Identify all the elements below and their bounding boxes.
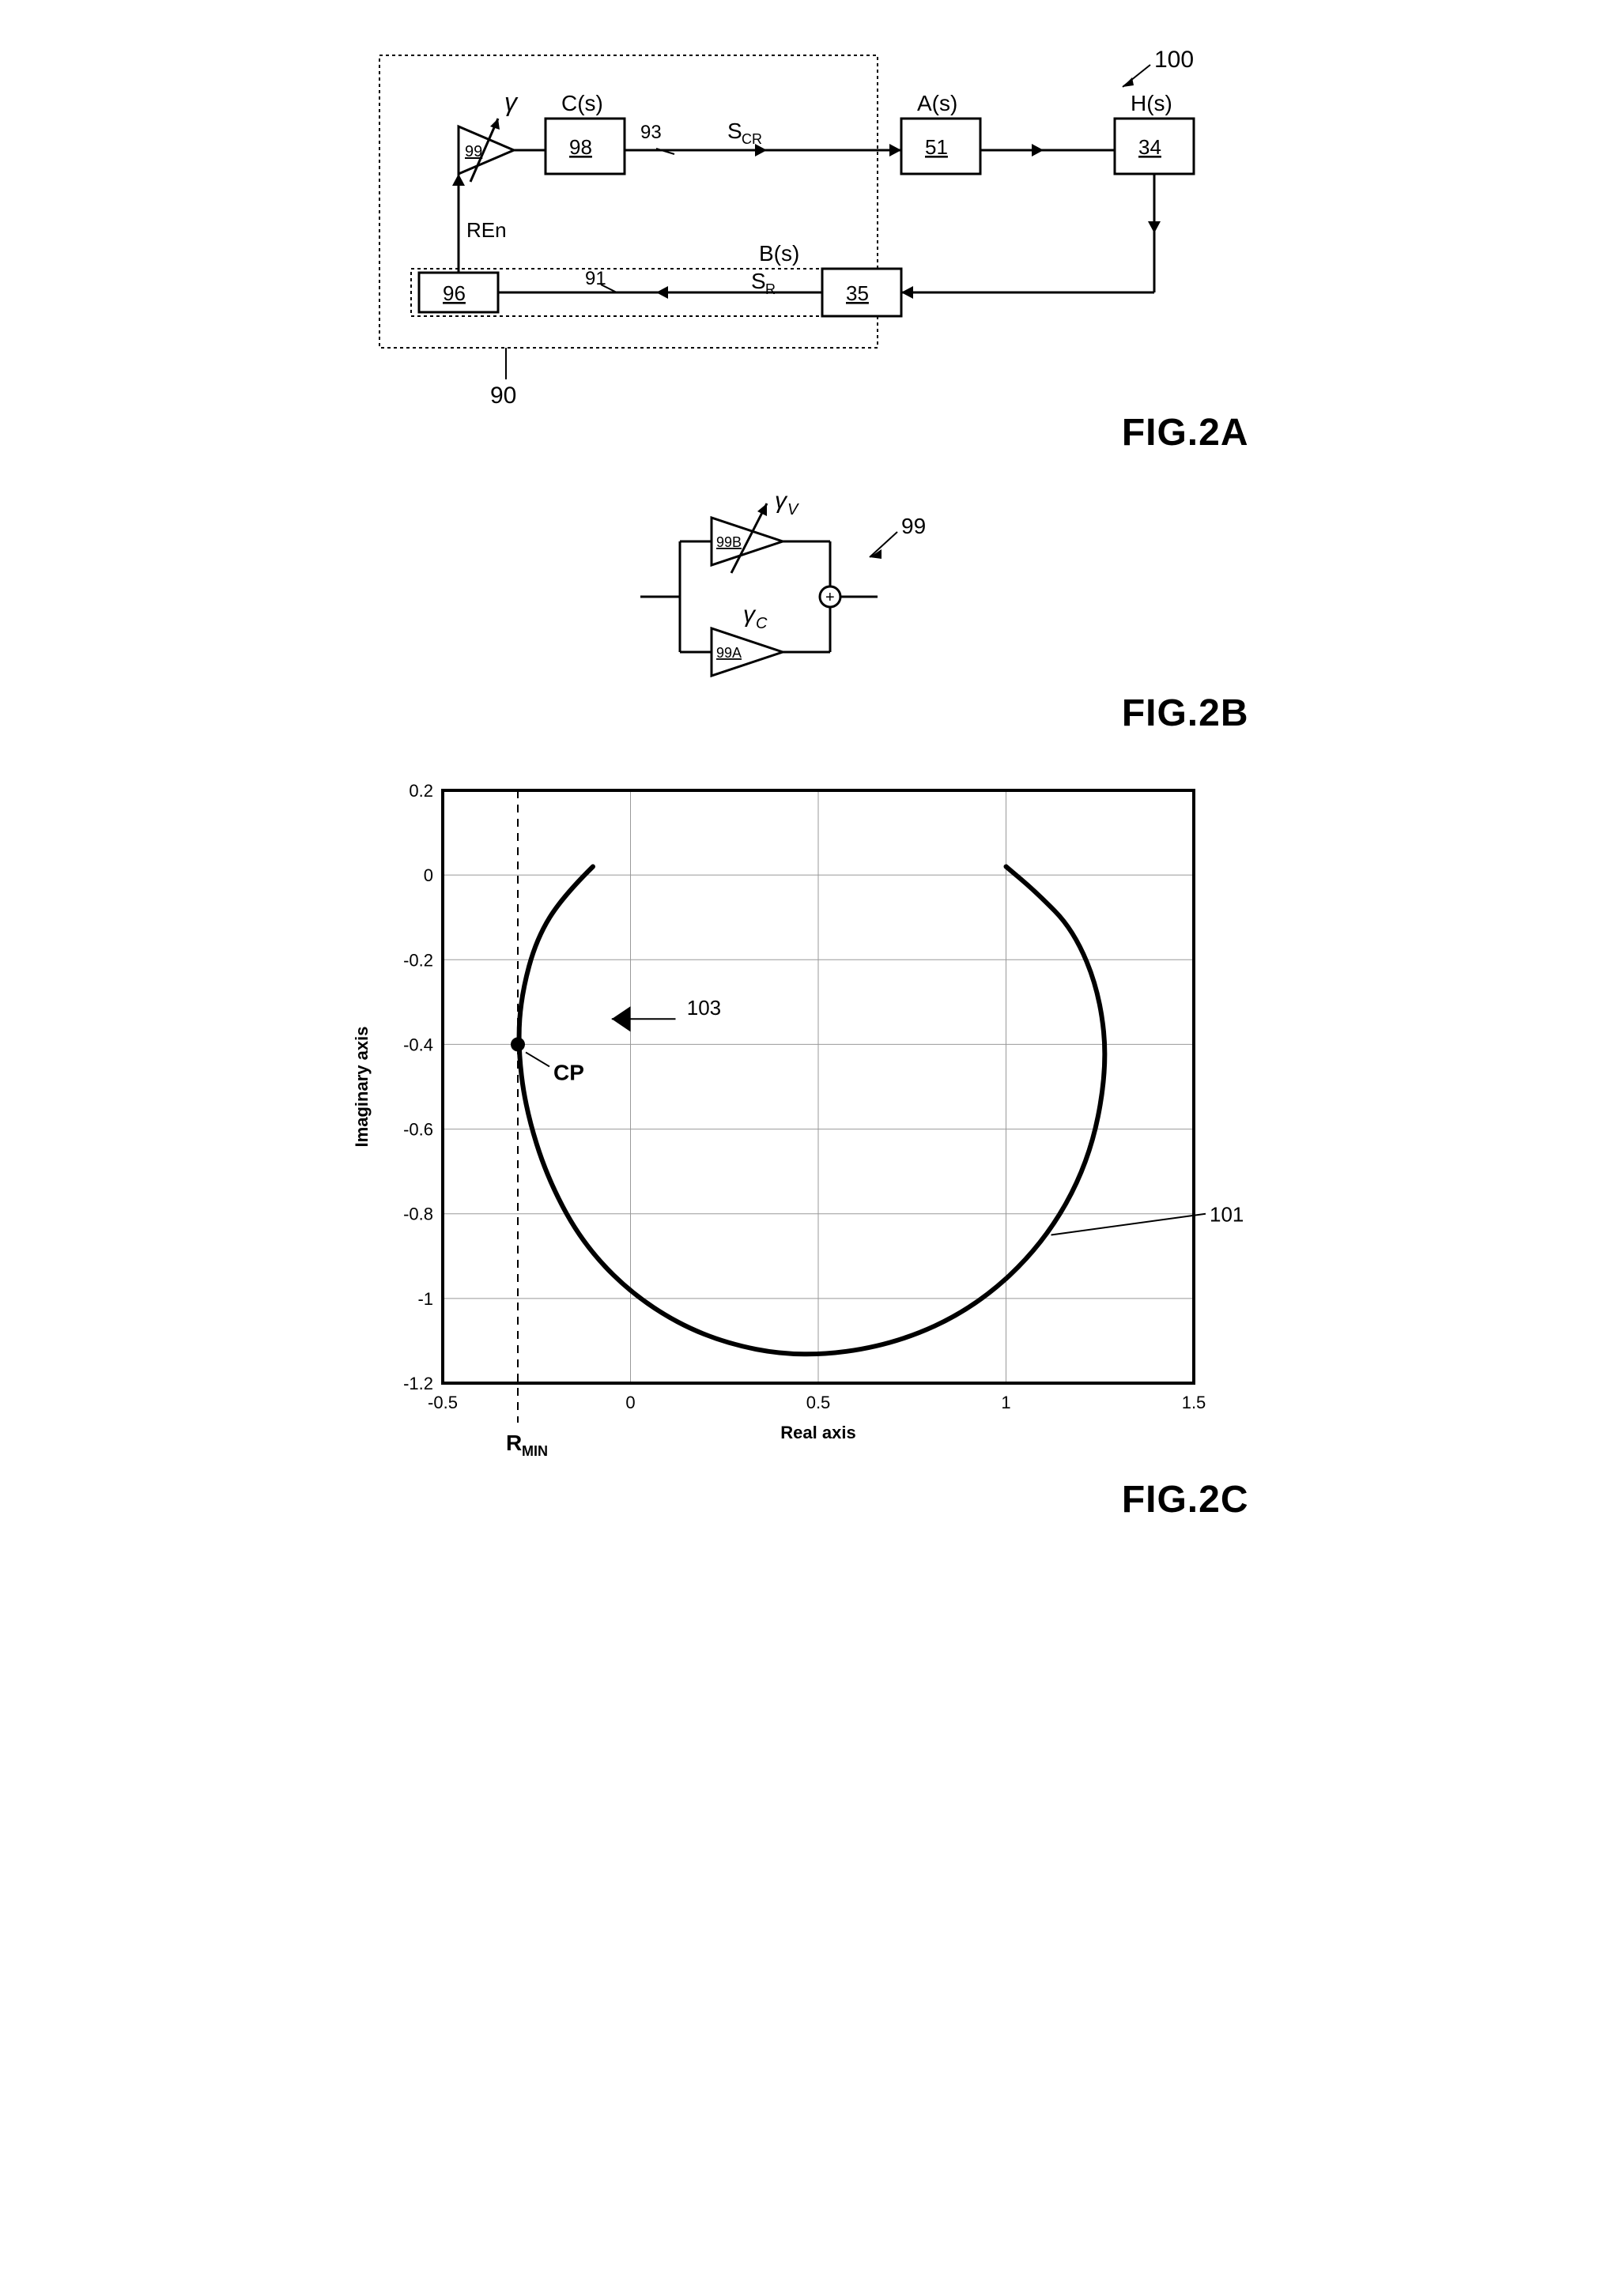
block-b: B(s) 35 xyxy=(759,241,901,316)
ref-100: 100 xyxy=(1123,47,1194,87)
nyquist-plot: -0.5 0 0.5 1 1.5 -1.2 -1 -0.8 -0.6 -0.4 -0.2 0 0.2 Re… xyxy=(332,767,1281,1478)
label-93: 93 xyxy=(640,122,662,143)
xtick-label: 1.5 xyxy=(1181,1393,1206,1412)
svg-text:B(s): B(s) xyxy=(759,241,799,266)
ref-90: 90 xyxy=(490,383,516,409)
fig2a: 90 100 99 γ C(s) 98 93 S CR A(s) 51 xyxy=(332,32,1281,454)
ref-99: 99 xyxy=(901,514,926,538)
annot-101: 101 xyxy=(1210,1203,1244,1227)
amp-99: 99 γ xyxy=(459,88,519,182)
annot-103: 103 xyxy=(686,996,720,1020)
block-96: 96 xyxy=(419,273,498,312)
svg-text:34: 34 xyxy=(1138,135,1161,159)
ytick-label: -0.4 xyxy=(403,1035,433,1054)
block-a: A(s) 51 xyxy=(901,91,980,174)
fig2b: 99B γ V 99A γ C + 99 FIG.2B xyxy=(332,486,1281,735)
xtick-label: 1 xyxy=(1001,1393,1010,1412)
ylabel: Imaginary axis xyxy=(352,1027,372,1148)
block-c: C(s) 98 xyxy=(546,91,625,174)
rmin-label: R xyxy=(506,1431,522,1455)
fig2c: -0.5 0 0.5 1 1.5 -1.2 -1 -0.8 -0.6 -0.4 -0.2 0 0.2 Re… xyxy=(332,767,1281,1521)
svg-text:CR: CR xyxy=(742,131,762,147)
svg-text:99B: 99B xyxy=(716,534,742,550)
xtick-label: 0.5 xyxy=(806,1393,830,1412)
svg-text:+: + xyxy=(825,589,835,606)
cp-point xyxy=(511,1037,525,1051)
rmin-sub: MIN xyxy=(522,1443,548,1459)
label-ren: REn xyxy=(466,218,507,242)
xtick-label: -0.5 xyxy=(428,1393,458,1412)
fig2c-title: FIG.2C xyxy=(332,1478,1281,1521)
svg-text:98: 98 xyxy=(569,135,592,159)
svg-text:γ: γ xyxy=(504,88,519,116)
xtick-label: 0 xyxy=(625,1393,635,1412)
ytick-label: -0.2 xyxy=(403,950,433,970)
ytick-label: -1 xyxy=(417,1289,433,1309)
svg-text:96: 96 xyxy=(443,281,466,305)
svg-text:γ: γ xyxy=(775,488,788,514)
ytick-label: -0.8 xyxy=(403,1205,433,1224)
svg-text:R: R xyxy=(765,281,776,297)
svg-text:S: S xyxy=(751,269,766,293)
svg-text:51: 51 xyxy=(925,135,948,159)
svg-text:A(s): A(s) xyxy=(917,91,957,115)
svg-text:100: 100 xyxy=(1154,47,1194,73)
svg-text:S: S xyxy=(727,119,742,143)
cp-label: CP xyxy=(553,1060,584,1084)
svg-text:99A: 99A xyxy=(716,645,742,661)
ytick-label: 0.2 xyxy=(409,781,433,801)
ytick-label: -0.6 xyxy=(403,1120,433,1140)
svg-text:γ: γ xyxy=(743,601,757,628)
label-scr: S CR xyxy=(727,119,762,147)
svg-text:C(s): C(s) xyxy=(561,91,603,115)
fig2b-title: FIG.2B xyxy=(332,692,1281,735)
svg-text:V: V xyxy=(787,501,799,518)
ytick-label: 0 xyxy=(423,865,432,885)
svg-text:H(s): H(s) xyxy=(1131,91,1172,115)
fig2a-title: FIG.2A xyxy=(332,411,1281,454)
svg-text:35: 35 xyxy=(846,281,869,305)
block-h: H(s) 34 xyxy=(1115,91,1194,174)
xlabel: Real axis xyxy=(780,1423,855,1442)
svg-text:C: C xyxy=(756,615,768,632)
ytick-label: -1.2 xyxy=(403,1374,433,1393)
